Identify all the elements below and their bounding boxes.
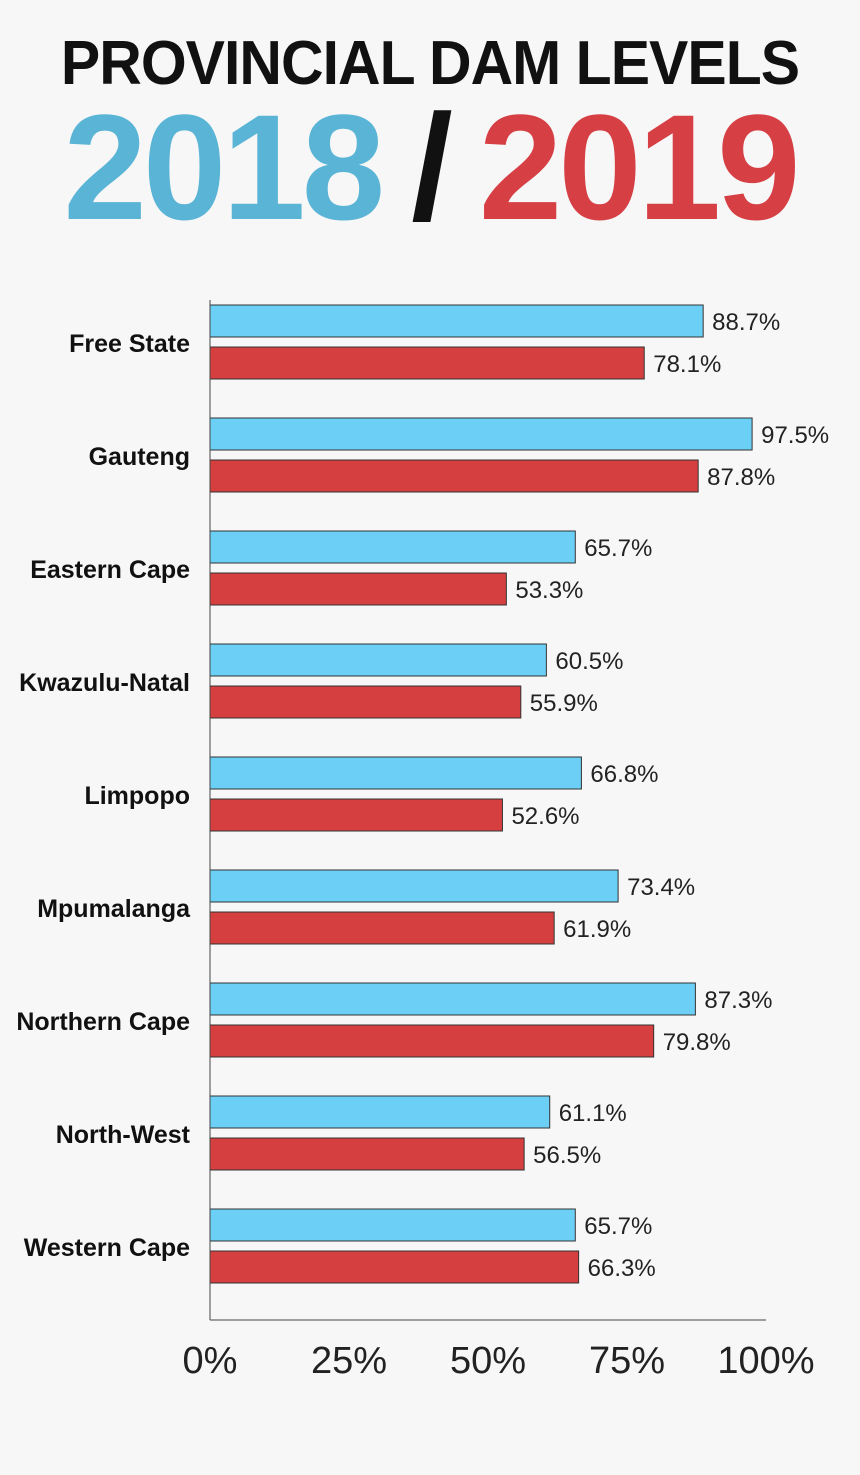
bar-2018-western-cape: [209, 1208, 576, 1242]
bar-2019-free-state: [209, 346, 645, 380]
x-tick-label-75: 75%: [589, 1340, 665, 1382]
bar-2018-eastern-cape: [209, 530, 576, 564]
chart-title: PROVINCIAL DAM LEVELS: [60, 29, 800, 98]
bar-2019-western-cape: [209, 1250, 580, 1284]
bar-2019-north-west: [209, 1137, 525, 1171]
category-label-free-state: Free State: [69, 330, 190, 358]
category-label-north-west: North-West: [56, 1121, 191, 1149]
year-heading: 2018/2019: [0, 92, 860, 242]
value-label-2018-northern-cape: 87.3%: [704, 987, 772, 1014]
value-label-2018-free-state: 88.7%: [712, 309, 780, 336]
year-separator: /: [411, 83, 453, 251]
category-label-limpopo: Limpopo: [84, 782, 190, 810]
bar-2019-mpumalanga: [209, 911, 555, 945]
year-2019-label: 2019: [478, 83, 801, 251]
bar-2019-eastern-cape: [209, 572, 507, 606]
bar-2019-limpopo: [209, 798, 503, 832]
x-tick-label-50: 50%: [450, 1340, 526, 1382]
value-label-2018-kwazulu-natal: 60.5%: [555, 648, 623, 675]
value-label-2019-northern-cape: 79.8%: [663, 1029, 731, 1056]
bar-2018-gauteng: [209, 417, 753, 451]
value-label-2018-mpumalanga: 73.4%: [627, 874, 695, 901]
category-label-eastern-cape: Eastern Cape: [30, 556, 190, 584]
category-label-western-cape: Western Cape: [24, 1234, 190, 1262]
bar-2019-kwazulu-natal: [209, 685, 522, 719]
value-label-2018-limpopo: 66.8%: [590, 761, 658, 788]
bar-2018-north-west: [209, 1095, 551, 1129]
bar-2019-gauteng: [209, 459, 699, 493]
value-label-2019-free-state: 78.1%: [653, 351, 721, 378]
category-label-gauteng: Gauteng: [89, 443, 190, 471]
value-label-2018-north-west: 61.1%: [559, 1100, 627, 1127]
bar-2018-free-state: [209, 304, 704, 338]
category-label-kwazulu-natal: Kwazulu-Natal: [19, 669, 190, 697]
value-label-2019-kwazulu-natal: 55.9%: [530, 690, 598, 717]
value-label-2019-gauteng: 87.8%: [707, 464, 775, 491]
value-label-2019-limpopo: 52.6%: [511, 803, 579, 830]
bar-2018-limpopo: [209, 756, 582, 790]
x-tick-label-25: 25%: [311, 1340, 387, 1382]
bar-2019-northern-cape: [209, 1024, 655, 1058]
value-label-2019-north-west: 56.5%: [533, 1142, 601, 1169]
category-label-mpumalanga: Mpumalanga: [37, 895, 191, 923]
value-label-2019-mpumalanga: 61.9%: [563, 916, 631, 943]
category-label-northern-cape: Northern Cape: [16, 1008, 190, 1036]
value-label-2019-eastern-cape: 53.3%: [515, 577, 583, 604]
year-2018-label: 2018: [63, 83, 385, 251]
value-label-2019-western-cape: 66.3%: [588, 1255, 656, 1282]
value-label-2018-eastern-cape: 65.7%: [584, 535, 652, 562]
value-label-2018-western-cape: 65.7%: [584, 1213, 652, 1240]
bar-2018-kwazulu-natal: [209, 643, 547, 677]
bar-2018-northern-cape: [209, 982, 696, 1016]
bar-2018-mpumalanga: [209, 869, 619, 903]
x-tick-label-100: 100%: [717, 1340, 814, 1382]
value-label-2018-gauteng: 97.5%: [761, 422, 829, 449]
x-tick-label-0: 0%: [183, 1340, 238, 1382]
